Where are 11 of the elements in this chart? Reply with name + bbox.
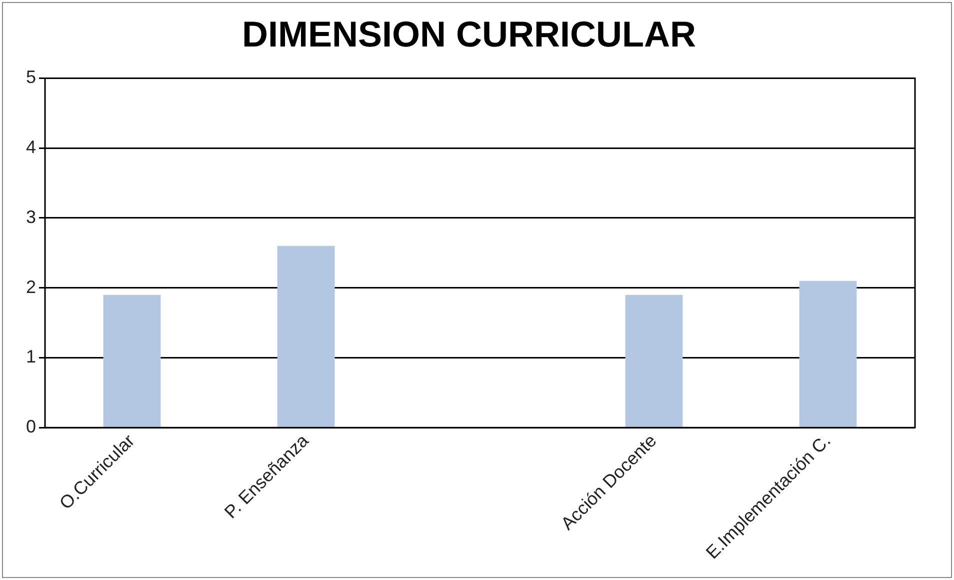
- bar: [277, 246, 335, 427]
- y-tick-label: 0: [26, 416, 36, 437]
- y-tick-label: 3: [26, 206, 36, 227]
- bar: [799, 280, 857, 427]
- bar: [103, 294, 161, 427]
- chart-title: DIMENSION CURRICULAR: [242, 14, 696, 55]
- y-tick-label: 5: [26, 67, 36, 88]
- bar: [625, 294, 683, 427]
- y-tick-label: 1: [26, 346, 36, 367]
- y-tick-label: 2: [26, 276, 36, 297]
- y-tick-label: 4: [26, 137, 36, 158]
